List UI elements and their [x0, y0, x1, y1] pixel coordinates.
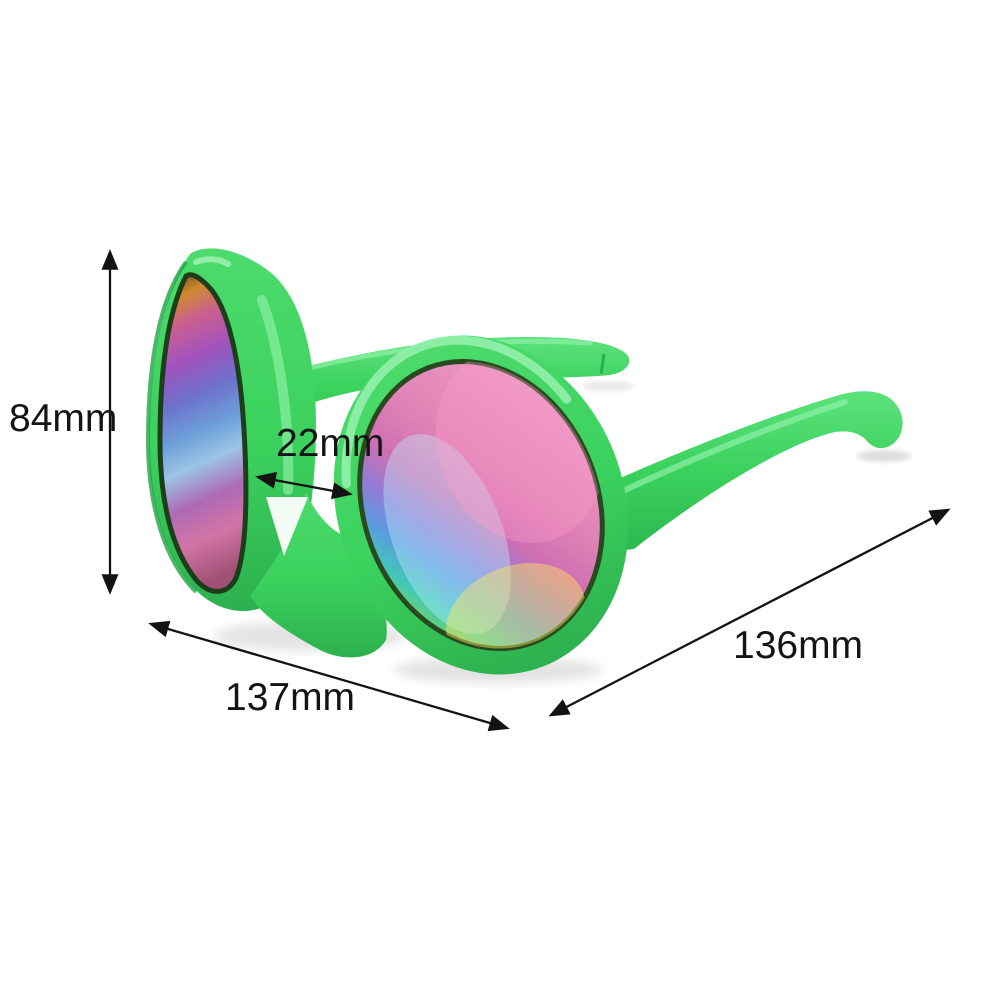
bridge-width-label: 22mm [276, 422, 385, 465]
temple-length-label: 136mm [733, 624, 864, 667]
lens-height-label: 84mm [9, 397, 118, 440]
dimension-arrows [101, 249, 951, 732]
right-temple-arm [597, 391, 903, 552]
nose-bridge [250, 492, 387, 658]
frame-width-arrow [148, 620, 510, 732]
bridge-arrow [255, 471, 353, 500]
temple-length-arrow [548, 508, 951, 717]
frame-width-label: 137mm [225, 676, 356, 719]
